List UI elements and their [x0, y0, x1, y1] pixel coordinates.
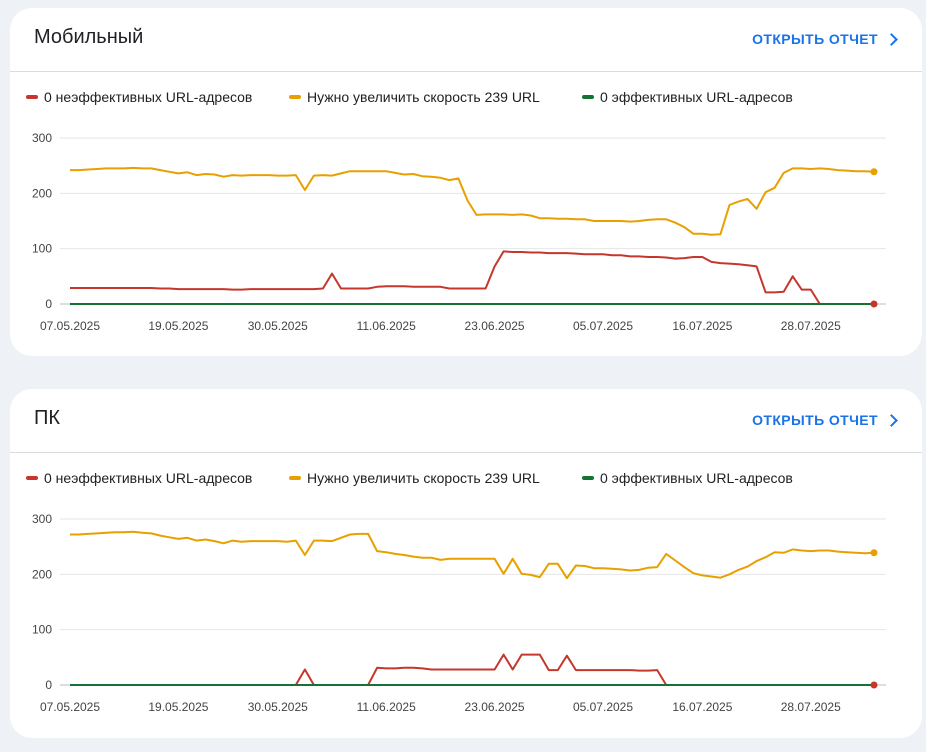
x-tick-label: 11.06.2025	[357, 319, 416, 333]
series-line-bad[interactable]	[70, 250, 874, 305]
y-tick-label: 300	[32, 131, 52, 145]
legend-swatch-good	[582, 476, 594, 480]
x-tick-label: 16.07.2025	[672, 319, 732, 333]
end-point-needs[interactable]	[870, 168, 878, 176]
x-tick-label: 16.07.2025	[672, 700, 732, 714]
series-line-bad[interactable]	[70, 653, 874, 686]
legend-item-good[interactable]: 0 эффективных URL-адресов	[582, 89, 793, 105]
legend-label-needs: Нужно увеличить скорость 239 URL	[307, 89, 540, 105]
y-tick-label: 200	[32, 567, 52, 581]
x-tick-label: 30.05.2025	[248, 319, 308, 333]
y-tick-label: 300	[32, 512, 52, 526]
legend-label-needs: Нужно увеличить скорость 239 URL	[307, 470, 540, 486]
end-point-needs[interactable]	[870, 549, 878, 557]
legend-swatch-good	[582, 95, 594, 99]
card-title: ПК	[34, 407, 61, 429]
legend-item-good[interactable]: 0 эффективных URL-адресов	[582, 470, 793, 486]
legend-label-bad: 0 неэффективных URL-адресов	[44, 470, 253, 486]
open-report-link[interactable]: ОТКРЫТЬ ОТЧЕТ	[752, 31, 898, 47]
y-tick-label: 200	[32, 186, 52, 200]
mobile-chart[interactable]: 0 100 200 300 07.05.2025 19.05.2025 30.05.2025…	[10, 8, 922, 356]
legend-item-needs[interactable]: Нужно увеличить скорость 239 URL	[289, 470, 540, 486]
x-tick-label: 07.05.2025	[40, 319, 100, 333]
legend-swatch-bad	[26, 95, 38, 99]
x-tick-label: 23.06.2025	[465, 700, 525, 714]
legend-label-good: 0 эффективных URL-адресов	[600, 89, 793, 105]
open-report-label: ОТКРЫТЬ ОТЧЕТ	[752, 412, 878, 428]
mobile-card: Мобильный ОТКРЫТЬ ОТЧЕТ 0 неэффективных …	[10, 8, 922, 356]
legend-label-bad: 0 неэффективных URL-адресов	[44, 89, 253, 105]
divider	[10, 71, 922, 72]
y-tick-label: 0	[45, 297, 52, 311]
pc-chart[interactable]: 0 100 200 300 07.05.2025 19.05.2025 30.05.2025…	[10, 389, 922, 738]
pc-card: ПК ОТКРЫТЬ ОТЧЕТ 0 неэффективных URL-адр…	[10, 389, 922, 738]
legend-label-good: 0 эффективных URL-адресов	[600, 470, 793, 486]
x-tick-label: 07.05.2025	[40, 700, 100, 714]
open-report-link[interactable]: ОТКРЫТЬ ОТЧЕТ	[752, 412, 898, 428]
y-tick-label: 100	[32, 623, 52, 637]
series-line-needs[interactable]	[70, 530, 875, 580]
open-report-label: ОТКРЫТЬ ОТЧЕТ	[752, 31, 878, 47]
x-tick-label: 19.05.2025	[148, 319, 208, 333]
x-tick-label: 23.06.2025	[465, 319, 525, 333]
divider	[10, 452, 922, 453]
x-tick-label: 05.07.2025	[573, 700, 633, 714]
x-tick-label: 30.05.2025	[248, 700, 308, 714]
legend-swatch-bad	[26, 476, 38, 480]
end-point-bad[interactable]	[870, 681, 878, 689]
series-line-needs[interactable]	[70, 166, 875, 236]
x-tick-label: 28.07.2025	[781, 319, 841, 333]
card-title: Мобильный	[34, 26, 144, 48]
y-tick-label: 100	[32, 242, 52, 256]
legend-swatch-needs	[289, 476, 301, 480]
legend-item-bad[interactable]: 0 неэффективных URL-адресов	[26, 470, 252, 486]
x-tick-label: 19.05.2025	[148, 700, 208, 714]
x-tick-label: 11.06.2025	[357, 700, 416, 714]
y-tick-label: 0	[45, 678, 52, 692]
end-point-bad[interactable]	[870, 300, 878, 308]
x-tick-label: 05.07.2025	[573, 319, 633, 333]
legend-item-bad[interactable]: 0 неэффективных URL-адресов	[26, 89, 252, 105]
legend-item-needs[interactable]: Нужно увеличить скорость 239 URL	[289, 89, 540, 105]
legend-swatch-needs	[289, 95, 301, 99]
x-tick-label: 28.07.2025	[781, 700, 841, 714]
